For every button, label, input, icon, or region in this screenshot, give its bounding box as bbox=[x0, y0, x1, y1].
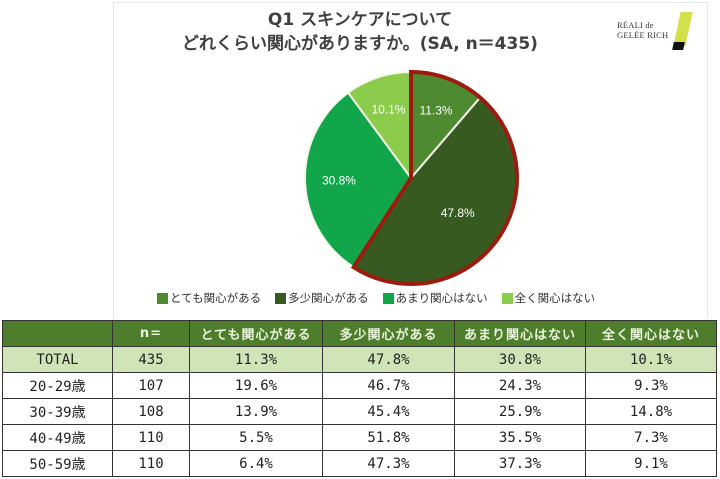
header-not-at-all-interested: 全く関心はない bbox=[585, 320, 717, 347]
table-cell: 435 bbox=[112, 346, 190, 373]
pie-slice-label: 30.8% bbox=[322, 173, 356, 187]
legend-swatch-icon bbox=[382, 292, 394, 304]
table-header-row: n= とても関心がある 多少関心がある あまり関心はない 全く関心はない bbox=[2, 320, 717, 347]
table-cell: 50-59歳 bbox=[2, 450, 113, 477]
legend-label: あまり関心はない bbox=[395, 291, 488, 305]
table-cell: 5.5% bbox=[189, 424, 323, 451]
logo-stick-icon bbox=[673, 12, 693, 46]
pie-slice-label: 11.3% bbox=[419, 103, 452, 117]
header-n: n= bbox=[112, 320, 190, 347]
table-cell: 7.3% bbox=[585, 424, 717, 451]
table-cell: 11.3% bbox=[189, 346, 323, 373]
table-cell: 47.8% bbox=[322, 346, 455, 373]
title-line-1: Q1 スキンケアについて bbox=[267, 10, 453, 30]
pie-slice-label: 10.1% bbox=[371, 103, 405, 117]
table-cell: 47.3% bbox=[322, 450, 455, 477]
title-line-2: どれくらい関心がありますか。(SA, n＝435) bbox=[182, 34, 538, 54]
pie-highlight-border bbox=[350, 69, 519, 286]
pie-slice-label: 47.8% bbox=[441, 206, 475, 220]
table-row: 40-49歳 110 5.5% 51.8% 35.5% 7.3% bbox=[2, 424, 717, 451]
table-cell: 37.3% bbox=[454, 450, 586, 477]
logo-stick-tip-icon bbox=[672, 42, 685, 50]
logo-line-1: RÉALI de bbox=[617, 20, 654, 30]
legend-label: 全く関心はない bbox=[514, 291, 596, 305]
chart-frame bbox=[113, 2, 708, 318]
table-cell: 20-29歳 bbox=[2, 372, 113, 399]
table-cell: TOTAL bbox=[2, 346, 113, 373]
table-cell: 24.3% bbox=[454, 372, 586, 399]
table-cell: 10.1% bbox=[585, 346, 717, 373]
legend-label: とても関心がある bbox=[170, 291, 262, 305]
logo-line-2: GELÉE RICH bbox=[617, 30, 669, 40]
table-cell: 19.6% bbox=[189, 372, 323, 399]
legend-item: 多少関心がある bbox=[275, 290, 369, 306]
table-cell: 30-39歳 bbox=[2, 398, 113, 425]
table-cell: 46.7% bbox=[322, 372, 455, 399]
table-cell: 110 bbox=[112, 450, 190, 477]
table-cell: 25.9% bbox=[454, 398, 586, 425]
legend-swatch-icon bbox=[501, 292, 513, 304]
legend-item: あまり関心はない bbox=[382, 290, 488, 306]
table-cell: 14.8% bbox=[585, 398, 717, 425]
table-cell: 9.3% bbox=[585, 372, 717, 399]
table-cell: 45.4% bbox=[322, 398, 455, 425]
table-cell: 51.8% bbox=[322, 424, 455, 451]
logo-text: RÉALI de GELÉE RICH bbox=[617, 20, 668, 40]
chart-legend: とても関心がある 多少関心がある あまり関心はない 全く関心はない bbox=[157, 290, 595, 306]
header-somewhat-interested: 多少関心がある bbox=[322, 320, 455, 347]
pie-labels: 11.3% 47.8% 30.8% 10.1% bbox=[322, 103, 475, 220]
chart-title: Q1 スキンケアについて どれくらい関心がありますか。(SA, n＝435) bbox=[150, 8, 570, 56]
brand-logo: RÉALI de GELÉE RICH bbox=[617, 12, 697, 52]
table-cell: 110 bbox=[112, 424, 190, 451]
pie-chart: 11.3% 47.8% 30.8% 10.1% bbox=[304, 69, 519, 286]
legend-item: とても関心がある bbox=[157, 290, 261, 306]
header-not-very-interested: あまり関心はない bbox=[454, 320, 586, 347]
table-cell: 108 bbox=[112, 398, 190, 425]
table-row: 30-39歳 108 13.9% 45.4% 25.9% 14.8% bbox=[2, 398, 717, 425]
table-row-total: TOTAL 435 11.3% 47.8% 30.8% 10.1% bbox=[2, 346, 717, 373]
table-cell: 35.5% bbox=[454, 424, 586, 451]
table-cell: 9.1% bbox=[585, 450, 717, 477]
results-table: n= とても関心がある 多少関心がある あまり関心はない 全く関心はない TOT… bbox=[2, 320, 717, 477]
header-segment bbox=[2, 320, 113, 347]
table-cell: 107 bbox=[112, 372, 190, 399]
table-cell: 6.4% bbox=[189, 450, 323, 477]
table-cell: 40-49歳 bbox=[2, 424, 113, 451]
legend-item: 全く関心はない bbox=[501, 290, 596, 306]
legend-label: 多少関心がある bbox=[288, 291, 369, 305]
table-row: 50-59歳 110 6.4% 47.3% 37.3% 9.1% bbox=[2, 450, 717, 477]
legend-swatch-icon bbox=[157, 292, 168, 304]
table-cell: 30.8% bbox=[454, 346, 586, 373]
pie-slice bbox=[304, 91, 413, 269]
legend-swatch-icon bbox=[275, 292, 287, 304]
table-row: 20-29歳 107 19.6% 46.7% 24.3% 9.3% bbox=[2, 372, 717, 399]
header-very-interested: とても関心がある bbox=[189, 320, 323, 347]
table-cell: 13.9% bbox=[189, 398, 323, 425]
